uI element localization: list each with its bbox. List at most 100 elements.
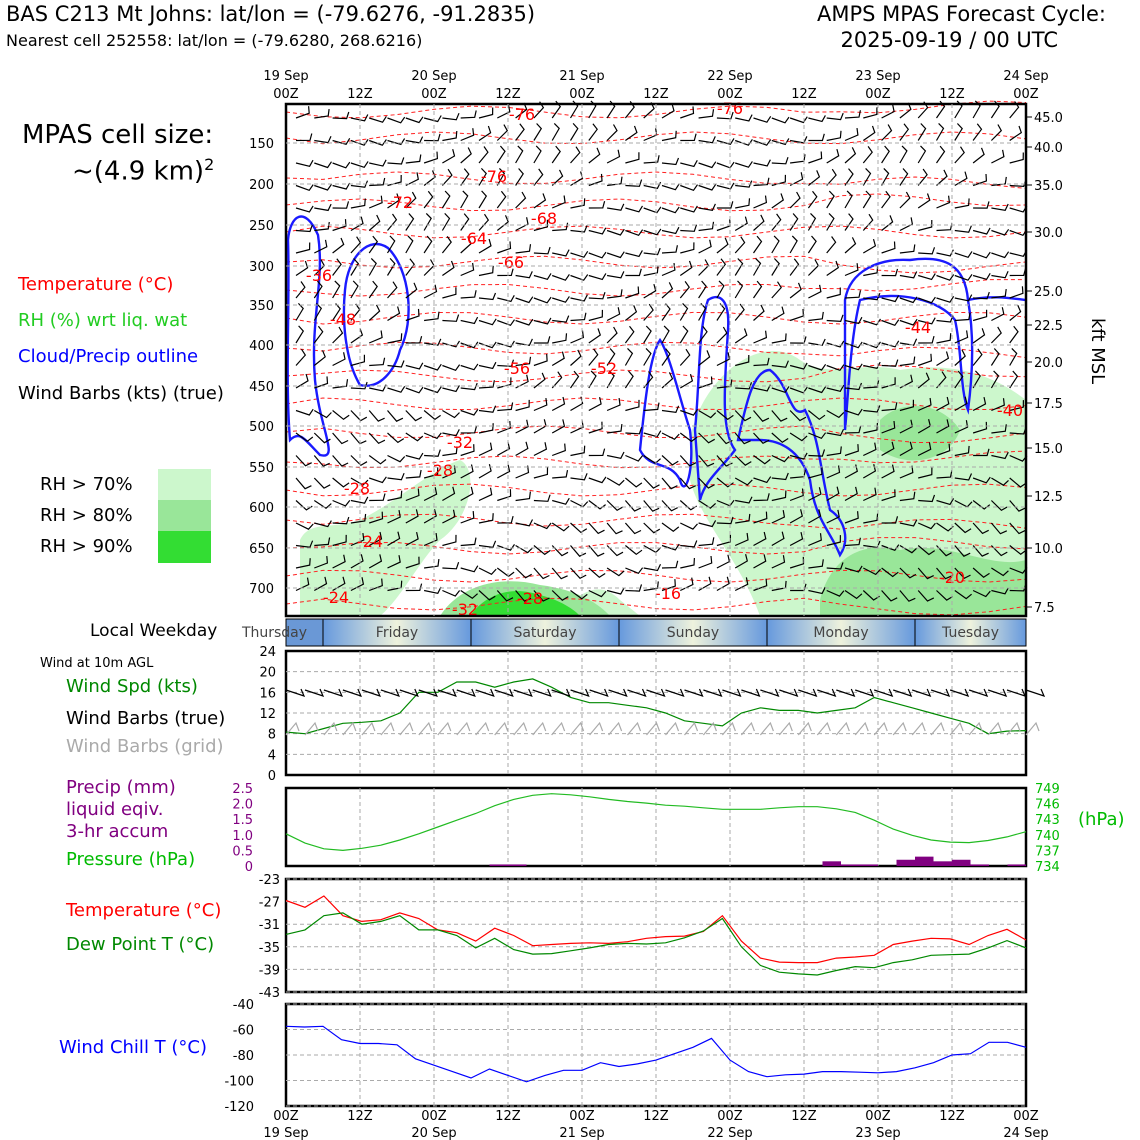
wind-axis-tick: 0	[268, 769, 276, 784]
wind-barb	[295, 477, 312, 490]
wind-barb	[917, 442, 932, 457]
wind-barb	[698, 109, 715, 119]
wind-barb	[679, 325, 689, 344]
wind-barb	[643, 455, 661, 465]
wind-barb	[496, 167, 506, 186]
wind-barb	[862, 167, 872, 186]
wind-barb	[551, 122, 560, 141]
wind-barb	[533, 545, 551, 556]
surface-wind-barb-true	[930, 688, 951, 697]
precip-label-2: liquid eqiv.	[66, 799, 164, 820]
wind-barb	[442, 409, 460, 419]
wind-barb	[423, 509, 437, 524]
wind-barb	[973, 448, 990, 457]
wind-barb	[679, 348, 691, 366]
wind-barb	[862, 238, 877, 254]
wind-barb	[862, 464, 877, 479]
wind-barb	[423, 363, 442, 371]
wind-barb	[497, 295, 515, 303]
wind-barb	[862, 146, 873, 164]
wind-barb	[314, 409, 332, 419]
wind-barb	[936, 419, 950, 434]
wind-barb	[789, 116, 808, 124]
wind-barb	[808, 133, 825, 142]
cell-size-exp: 2	[204, 155, 215, 174]
wind-barb	[698, 537, 715, 547]
wind-barb	[954, 225, 972, 233]
wind-barb	[643, 430, 662, 438]
wind-barb	[844, 590, 863, 600]
wind-barb	[332, 379, 349, 389]
wind-barb	[991, 176, 1007, 187]
rh70-swatch	[158, 469, 211, 501]
surface-wind-barb-grid	[987, 721, 1002, 736]
wind-barb	[533, 193, 547, 209]
wind-barb	[368, 432, 386, 445]
surface-wind-barb-grid	[930, 721, 945, 736]
wind-barb	[881, 295, 900, 303]
wind-barb	[716, 161, 735, 169]
wind-barb	[606, 124, 618, 141]
wind-barb	[643, 247, 661, 256]
surface-wind-barb-true	[949, 688, 970, 697]
surface-wind-barb-grid	[797, 721, 812, 736]
wind-barb	[588, 348, 599, 366]
legend-rh70: RH > 70%	[40, 474, 133, 495]
wind-barb	[369, 384, 387, 392]
wind-barb	[954, 545, 971, 557]
wind-axis-tick: 20	[259, 666, 276, 681]
precip-bar	[970, 864, 989, 866]
surface-wind-barb-grid	[475, 721, 490, 736]
wind-barb	[826, 509, 840, 524]
wind-barb	[1009, 522, 1026, 535]
wind-barb	[844, 190, 853, 209]
wind-barb	[478, 361, 497, 370]
surface-wind-barb-true	[855, 688, 875, 697]
wind-barb	[881, 104, 895, 119]
wind-barb	[387, 410, 404, 422]
wind-barb	[551, 419, 566, 434]
wind-barb	[478, 442, 493, 457]
wind-barb	[881, 359, 899, 367]
surface-wind-barb-grid	[551, 721, 566, 736]
wind-barb	[460, 341, 479, 349]
wind-barb	[552, 469, 569, 479]
bottom-date-tick: 22 Sep	[707, 1126, 752, 1140]
surface-wind-barb-true	[836, 688, 856, 697]
wind-barb	[808, 311, 824, 322]
wind-barb	[515, 465, 530, 479]
wind-barb	[625, 125, 638, 141]
bottom-time-tick: 00Z	[273, 1109, 299, 1124]
wind-axis-tick: 8	[268, 728, 276, 743]
wind-speed-line	[285, 678, 1027, 735]
wind-barb	[1009, 347, 1018, 366]
wind-barb	[368, 214, 381, 231]
temperature-contour-label: -36	[306, 266, 332, 285]
wind-barb	[643, 402, 660, 412]
wind-barb	[533, 372, 546, 389]
temperature-contour-label: -40	[997, 401, 1023, 420]
wind-barb	[497, 241, 512, 254]
temperature-contour-label: -32	[452, 600, 478, 619]
wind-barb	[405, 410, 422, 422]
cloud-outline-4	[736, 368, 847, 558]
wind-barb	[808, 338, 826, 346]
wind-barb	[405, 308, 420, 322]
surface-wind-barb-true	[399, 688, 419, 697]
wind-barb	[698, 520, 717, 528]
weekday-label: Saturday	[513, 625, 576, 641]
temperature-contour-label: -76	[509, 105, 535, 124]
wind-barb	[478, 341, 497, 349]
wind-barb	[496, 190, 507, 209]
wind-barb	[570, 567, 587, 580]
wind-barb	[844, 537, 861, 547]
wind-barb	[771, 306, 785, 322]
wind-barb	[350, 554, 364, 569]
surface-wind-barb-true	[817, 688, 837, 697]
wind-barb	[918, 247, 936, 255]
wind-barb	[771, 410, 788, 422]
rh-shading-area-4	[880, 406, 960, 461]
wind-barb	[625, 477, 643, 488]
wind-barb	[369, 159, 387, 167]
wind-barb	[478, 238, 492, 254]
